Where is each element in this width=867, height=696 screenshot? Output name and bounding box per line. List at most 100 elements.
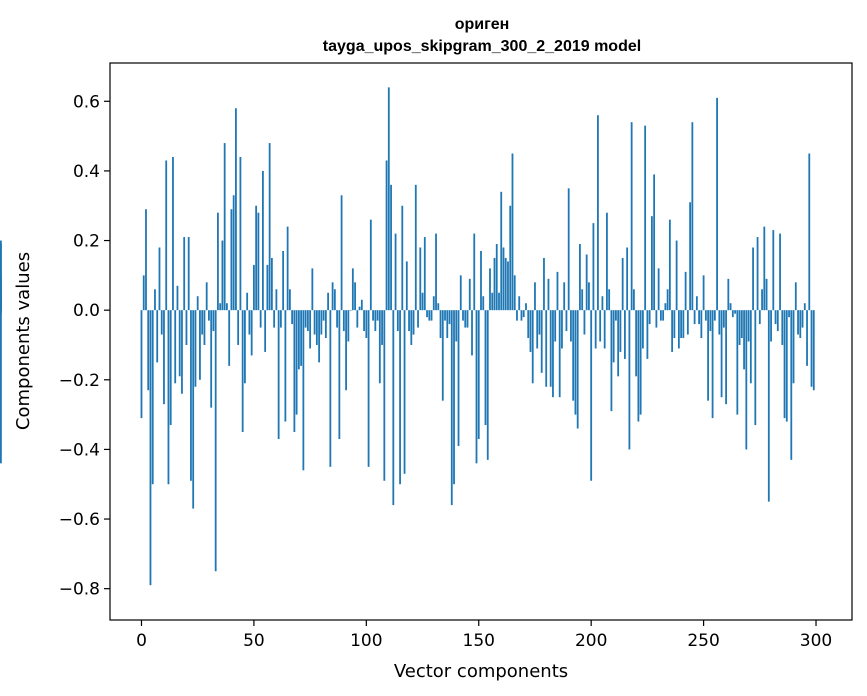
bar (689, 202, 692, 311)
bar (297, 310, 300, 370)
bar (594, 310, 597, 349)
bar (612, 310, 615, 363)
bar (502, 247, 505, 311)
bar (558, 310, 561, 398)
bar (387, 87, 390, 311)
bar (756, 237, 759, 311)
bar (776, 310, 779, 332)
bar (176, 285, 179, 311)
bar (570, 310, 572, 342)
bar (196, 296, 199, 311)
bar (160, 310, 163, 335)
bar (653, 174, 656, 311)
bar (749, 310, 752, 384)
bar (493, 257, 496, 311)
bar (534, 282, 536, 311)
bar (448, 310, 451, 325)
bar (455, 310, 458, 342)
bar (664, 303, 667, 311)
bar (677, 310, 680, 349)
bar (378, 310, 381, 384)
bar (246, 292, 249, 311)
bar (374, 310, 377, 332)
bar (192, 310, 195, 509)
bar (635, 310, 638, 377)
bar (471, 310, 473, 356)
bar (437, 303, 440, 311)
x-axis-ticks: 0 50 100 150 200 250 300 (136, 620, 832, 651)
bar (453, 310, 455, 485)
bar (729, 303, 732, 311)
bar (731, 310, 734, 318)
bar (149, 310, 152, 586)
bar (495, 244, 498, 311)
bar (812, 310, 815, 391)
bar (338, 310, 341, 439)
bar (563, 282, 566, 311)
bar (545, 310, 548, 387)
bar (221, 240, 224, 311)
y-tick-label: −0.6 (59, 510, 100, 530)
bar (567, 188, 570, 311)
y-tick-label: 0.0 (73, 301, 100, 321)
bar (401, 205, 404, 311)
bar (286, 226, 289, 311)
bar (381, 310, 383, 345)
bar (390, 184, 392, 311)
bar (367, 310, 370, 467)
bar (167, 310, 170, 485)
bar (549, 310, 552, 387)
bar (237, 310, 240, 345)
bar (363, 310, 365, 332)
bar (309, 310, 312, 349)
bar (720, 310, 723, 398)
bar (779, 233, 781, 311)
bar (686, 310, 689, 335)
bar (727, 278, 730, 311)
bar (163, 310, 165, 405)
x-tick-label: 200 (575, 631, 607, 651)
bar (525, 303, 527, 311)
bar (282, 250, 285, 311)
chart-subtitle: tayga_upos_skipgram_300_2_2019 model (323, 38, 641, 55)
bar (792, 310, 795, 384)
bar (673, 310, 676, 339)
bar (428, 310, 431, 321)
bar (244, 310, 246, 384)
bar (810, 310, 813, 387)
bar (603, 310, 606, 349)
bar (626, 247, 629, 311)
bar (385, 160, 388, 311)
bar (725, 310, 727, 405)
bar (547, 278, 550, 311)
bar (293, 310, 296, 433)
bar (268, 143, 271, 311)
bar (140, 310, 143, 419)
bar (241, 310, 244, 433)
bar (284, 310, 287, 422)
bar (621, 257, 624, 311)
bar (336, 310, 338, 328)
y-tick-label: 0.2 (73, 232, 100, 252)
bar (351, 268, 354, 311)
bar (624, 310, 626, 359)
bar (342, 310, 345, 332)
bar (214, 310, 217, 572)
bar (486, 310, 489, 460)
bar (797, 310, 799, 335)
bar (372, 310, 374, 321)
bar (522, 310, 525, 318)
bar (340, 195, 343, 311)
bar (475, 310, 478, 464)
bar (799, 310, 802, 339)
bar (484, 310, 487, 426)
bar (354, 282, 356, 311)
x-tick-label: 50 (243, 631, 265, 651)
bar (178, 310, 181, 377)
bar (315, 310, 318, 345)
bar (151, 310, 154, 485)
bar (734, 310, 736, 314)
bar (718, 310, 721, 335)
bar (722, 310, 725, 328)
